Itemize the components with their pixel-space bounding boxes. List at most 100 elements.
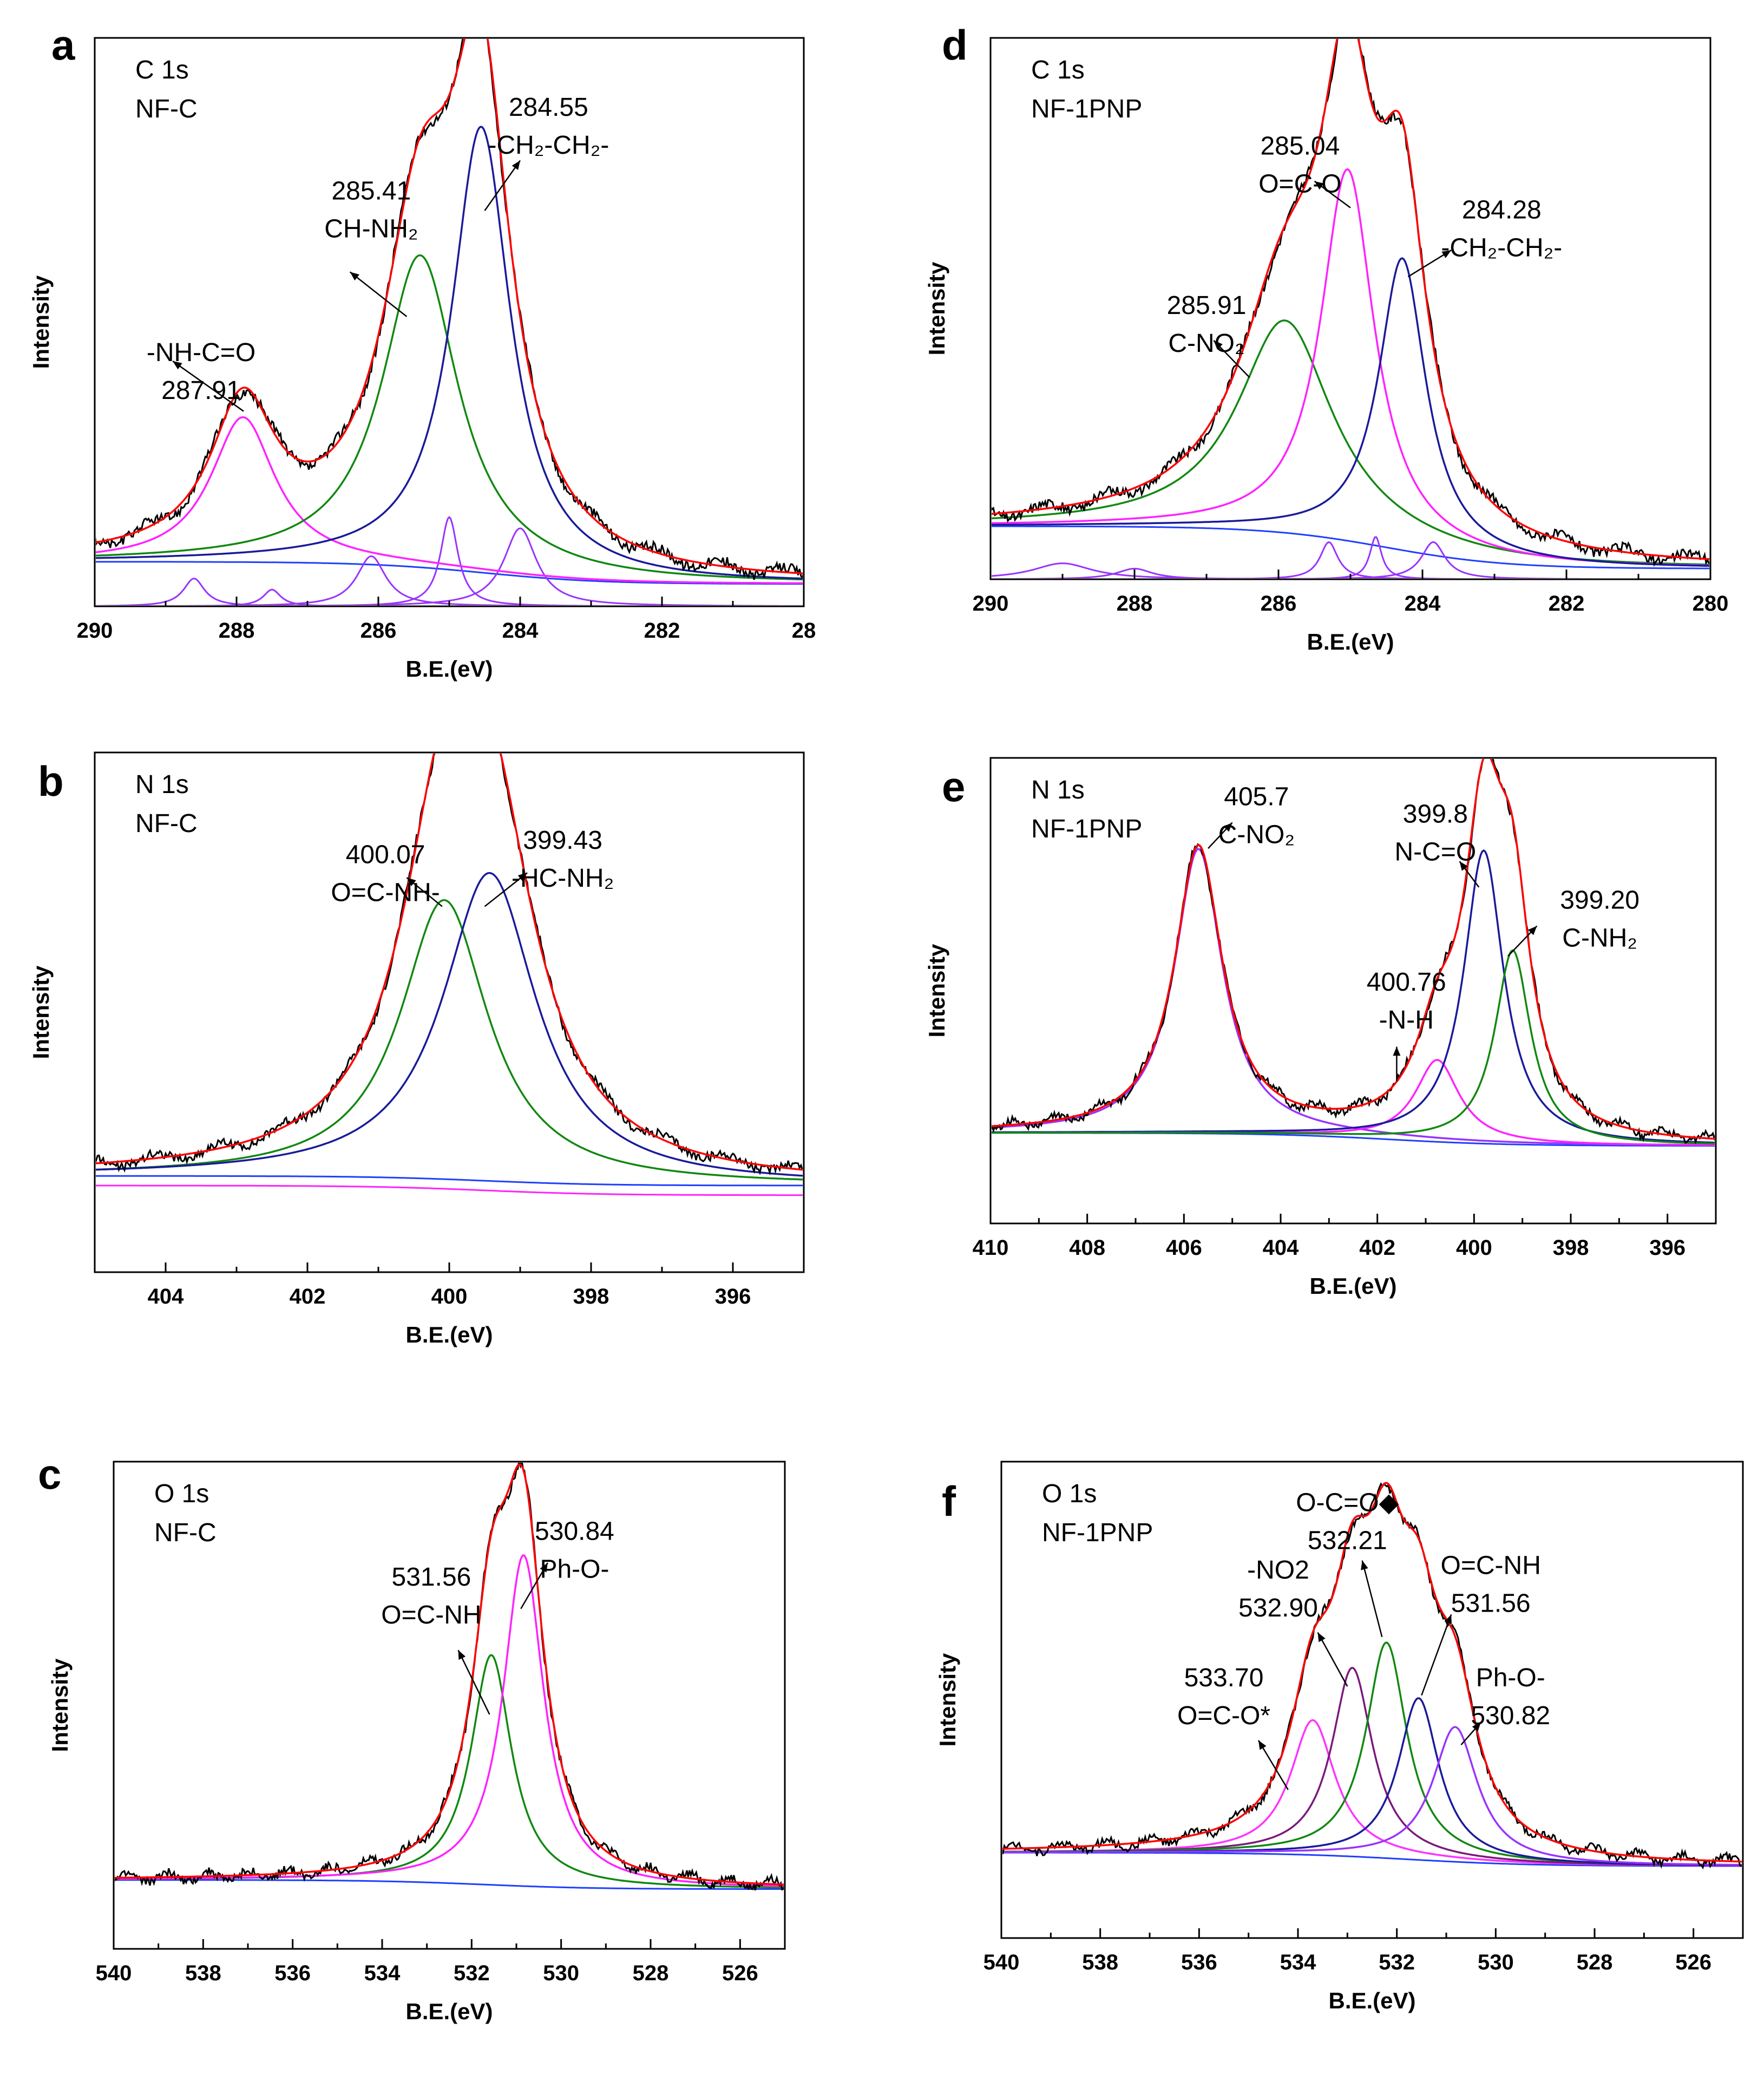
annotation-leader xyxy=(349,271,408,317)
annotation-arrowhead xyxy=(1361,1560,1368,1570)
background-line xyxy=(992,525,1709,570)
annotation-line: 284.28 xyxy=(1462,195,1542,224)
x-tick-label: 286 xyxy=(1261,592,1297,616)
annotation-line: O=C-NH xyxy=(381,1601,481,1629)
annotation-arrowhead xyxy=(540,1562,548,1573)
annotation-line: C-NO₂ xyxy=(1168,329,1244,358)
annotation-531.56: O=C-NH 531.56 xyxy=(1421,1552,1541,1696)
plot-area xyxy=(96,754,803,1196)
annotation-line: 532.21 xyxy=(1308,1526,1387,1555)
raw-data-line xyxy=(992,759,1715,1144)
annotation-line: O=C-NH- xyxy=(331,878,440,907)
y-axis-title: Intensity xyxy=(924,944,949,1037)
raw-data-line xyxy=(115,1463,784,1891)
annotation-line: 399.20 xyxy=(1560,886,1640,915)
x-tick-label: 526 xyxy=(1675,1950,1711,1974)
annotation-532.21: O-C=O◆ 532.21 xyxy=(1296,1488,1399,1638)
raw-data-line xyxy=(992,39,1709,567)
panel-letter: b xyxy=(38,757,64,805)
panel-title-line: NF-C xyxy=(135,95,198,123)
panel-title-line: C 1s xyxy=(1031,56,1085,84)
annotation-arrowhead xyxy=(1214,340,1223,350)
annotation-leader xyxy=(484,872,528,907)
component-peak-285.04 xyxy=(992,168,1709,567)
annotation-OCNH: 531.56 O=C-NH xyxy=(381,1563,490,1715)
x-tick-label: 280 xyxy=(1693,592,1729,616)
x-tick-label: 396 xyxy=(1649,1236,1686,1260)
raw-data-line xyxy=(96,754,803,1176)
annotation-arrowhead xyxy=(1317,1632,1326,1642)
x-tick-label: 396 xyxy=(715,1285,751,1308)
annotation-line: 285.04 xyxy=(1260,132,1340,161)
panel-title-line: O 1s xyxy=(154,1480,209,1508)
panel-letter: d xyxy=(942,21,968,69)
panel-title-line: NF-1PNP xyxy=(1031,815,1142,843)
annotation-line: 530.84 xyxy=(535,1517,614,1546)
plot-area xyxy=(1002,1482,1742,1870)
y-axis-title: Intensity xyxy=(28,965,54,1059)
x-tick-label: 284 xyxy=(1405,592,1441,616)
x-tick-label: 536 xyxy=(1181,1950,1217,1974)
x-tick-label: 290 xyxy=(77,619,113,643)
component-peak-399.2 xyxy=(992,949,1715,1145)
component-peak-399.43 xyxy=(96,872,803,1177)
panel-d: 290 288 286 284 282 280 B.E.(eV) Intensity d C 1s… xyxy=(924,21,1729,654)
annotation-leader xyxy=(1317,1632,1348,1687)
annotation-line: 285.91 xyxy=(1167,291,1247,320)
y-axis-title: Intensity xyxy=(28,275,54,369)
annotation-532.90: -NO2 532.90 xyxy=(1238,1556,1348,1687)
annotation-arrowhead xyxy=(1393,1046,1401,1056)
annotation-line: 530.82 xyxy=(1471,1701,1550,1730)
annotation-line: 399.43 xyxy=(523,826,602,855)
annotation-leader xyxy=(1361,1560,1383,1638)
annotation-line: 285.41 xyxy=(331,177,411,206)
annotation-arrowhead xyxy=(1441,250,1452,258)
panel-title-line: N 1s xyxy=(1031,776,1085,804)
x-tick-label: 402 xyxy=(290,1285,326,1308)
background-line xyxy=(96,561,803,585)
panel-title-line: NF-1PNP xyxy=(1042,1518,1153,1547)
annotation-arrowhead xyxy=(1314,181,1324,190)
annotation-CHCH: 284.28 -CH₂-CH₂- xyxy=(1407,195,1562,278)
panel-letter: f xyxy=(942,1477,956,1525)
x-tick-label: 530 xyxy=(543,1961,579,1985)
annotation-line: -CH₂-CH₂- xyxy=(488,131,609,160)
annotation-line: 531.56 xyxy=(1451,1589,1531,1618)
x-tick-label: 28 xyxy=(792,619,816,643)
annotation-CNO: 285.91 C-NO₂ xyxy=(1167,291,1250,378)
annotation-CNO: 405.7C-NO₂ xyxy=(1208,783,1295,849)
annotation-line: 531.56 xyxy=(392,1563,471,1592)
annotation-arrowhead xyxy=(458,1650,466,1660)
panel-title-line: NF-C xyxy=(135,809,198,838)
annotation-CHCH: 284.55 -CH₂-CH₂- xyxy=(484,93,609,211)
annotation-arrowhead xyxy=(1472,1722,1481,1732)
background-line xyxy=(96,1175,803,1187)
x-tick-label: 538 xyxy=(1082,1950,1118,1974)
fitted-envelope-line xyxy=(1002,1482,1742,1863)
annotation-line: O-C=O◆ xyxy=(1296,1488,1399,1517)
raw-data-line xyxy=(1002,1482,1742,1870)
annotation-arrowhead xyxy=(512,160,520,171)
x-axis-title: B.E.(eV) xyxy=(405,656,493,682)
x-tick-label: 536 xyxy=(274,1961,311,1985)
annotation-arrowhead xyxy=(350,272,359,281)
annotation-line: O=C-NH xyxy=(1441,1552,1541,1580)
component-peak-532.21 xyxy=(1002,1641,1742,1866)
panel-f: 540 538 536 534 532 530 528 526 B.E.(eV) Intensit… xyxy=(935,1461,1744,2013)
annotation-line: -HC-NH₂ xyxy=(512,864,614,893)
plot-frame xyxy=(989,757,1717,1225)
x-tick-label: 282 xyxy=(1549,592,1585,616)
x-tick-label: 526 xyxy=(722,1961,758,1985)
y-axis-title: Intensity xyxy=(924,261,949,355)
plot-area xyxy=(992,39,1709,578)
annotation-line: -NO2 xyxy=(1247,1556,1309,1585)
annotation-530.82: Ph-O- 530.82 xyxy=(1460,1664,1550,1745)
x-tick-label: 538 xyxy=(185,1961,221,1985)
panel-a: 290 288 286 284 282 28 B.E.(eV) Intensity a C 1s N… xyxy=(28,21,816,682)
annotation-leader xyxy=(172,361,244,412)
annotation-line: 399.8 xyxy=(1403,800,1468,828)
x-axis-title: B.E.(eV) xyxy=(405,1322,493,1347)
annotation-PhO: 530.84 Ph-O- xyxy=(520,1517,614,1609)
annotation-line: Ph-O- xyxy=(540,1555,609,1583)
fitted-envelope-line xyxy=(992,759,1715,1140)
